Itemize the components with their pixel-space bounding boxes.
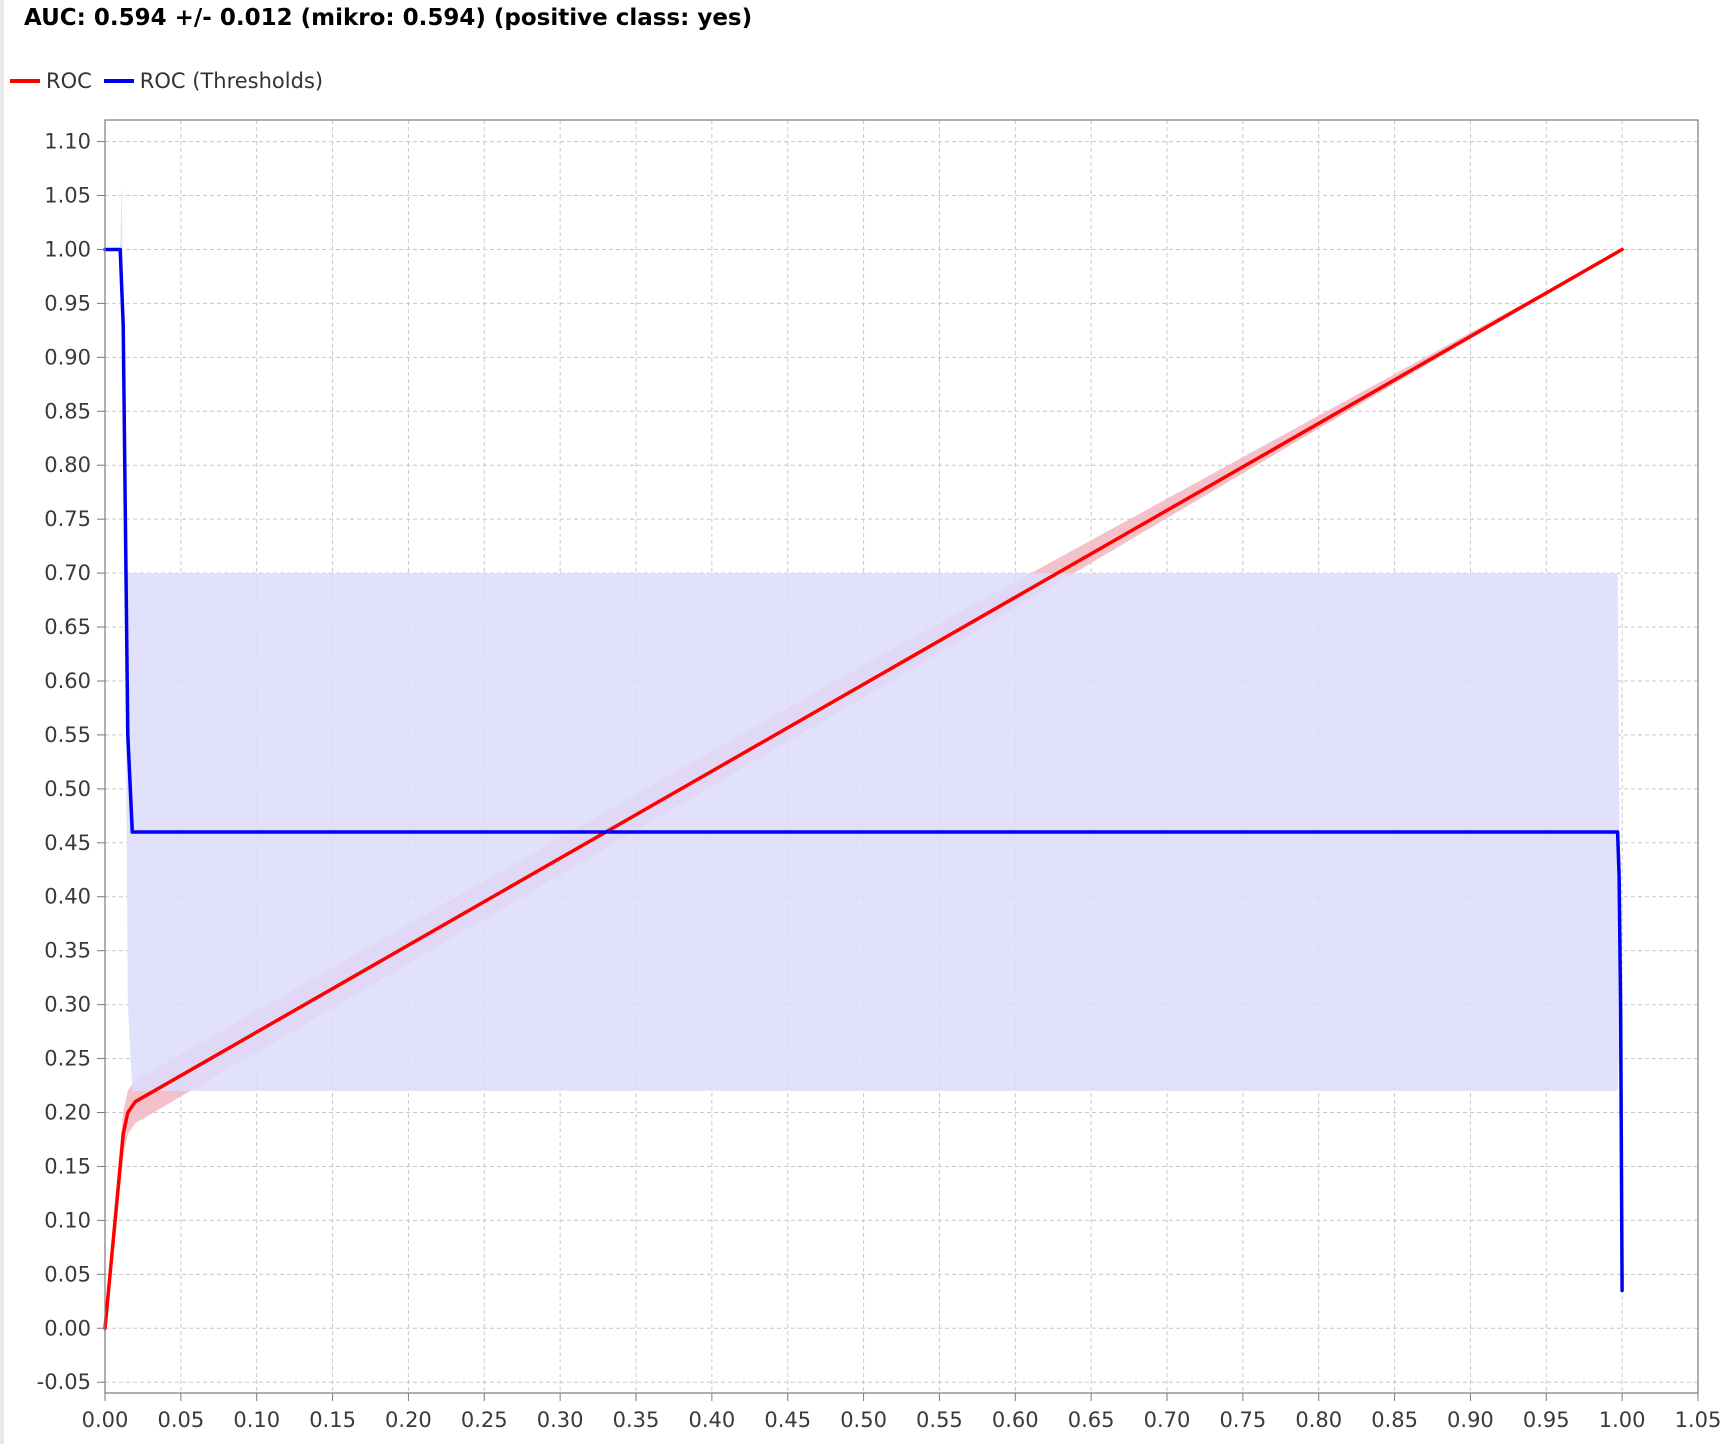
y-tick-label: 0.05	[44, 1262, 91, 1286]
legend-swatch-roc-thresholds	[103, 79, 134, 83]
series-line-roc-thresholds	[103, 247, 1624, 1293]
x-tick-label: 0.00	[82, 1408, 129, 1432]
x-tick-label: 0.50	[840, 1408, 887, 1432]
x-tick-label: 0.90	[1447, 1408, 1494, 1432]
x-tick-label: 0.80	[1295, 1408, 1342, 1432]
y-tick-label: 0.30	[44, 993, 91, 1017]
legend-swatch-roc	[10, 79, 40, 83]
x-tick-label: 1.00	[1599, 1408, 1646, 1432]
legend: ROC ROC (Thresholds)	[10, 66, 323, 96]
y-tick-label: 0.35	[44, 939, 91, 963]
x-tick-label: 0.30	[537, 1408, 584, 1432]
series-line-roc	[103, 247, 1624, 1331]
y-tick-label: 0.40	[44, 885, 91, 909]
y-tick-label: 0.60	[44, 669, 91, 693]
y-tick-label: 0.45	[44, 831, 91, 855]
x-tick-label: 0.40	[688, 1408, 735, 1432]
y-tick-label: 0.55	[44, 723, 91, 747]
y-tick-label: 0.90	[44, 345, 91, 369]
y-tick-label: -0.05	[37, 1370, 91, 1394]
y-tick-label: 0.80	[44, 453, 91, 477]
x-tick-label: 0.25	[461, 1408, 508, 1432]
confidence-band-roc-thresholds	[120, 184, 1623, 1291]
y-tick-label: 0.25	[44, 1047, 91, 1071]
legend-item-roc: ROC	[10, 69, 92, 93]
x-tick-label: 0.15	[309, 1408, 356, 1432]
y-tick-label: 0.70	[44, 561, 91, 585]
y-tick-label: 0.95	[44, 291, 91, 315]
x-tick-label: 0.70	[1144, 1408, 1191, 1432]
y-tick-label: 1.00	[44, 237, 91, 261]
y-tick-label: 0.10	[44, 1208, 91, 1232]
y-tick-label: 0.00	[44, 1316, 91, 1340]
x-tick-label: 1.05	[1675, 1408, 1722, 1432]
plot-border	[104, 119, 1699, 1394]
legend-item-roc-thresholds: ROC (Thresholds)	[103, 69, 324, 93]
left-edge-strip	[0, 0, 4, 1444]
x-tick-label: 0.95	[1523, 1408, 1570, 1432]
y-tick-label: 0.15	[44, 1154, 91, 1178]
y-tick-label: 0.75	[44, 507, 91, 531]
legend-label-roc: ROC	[46, 69, 92, 93]
x-tick-label: 0.05	[157, 1408, 204, 1432]
x-tick-label: 0.60	[992, 1408, 1039, 1432]
legend-label-roc-thresholds: ROC (Thresholds)	[139, 69, 324, 93]
y-tick-label: 1.10	[44, 130, 91, 154]
y-tick-label: 1.05	[44, 184, 91, 208]
y-tick-label: 0.65	[44, 615, 91, 639]
x-tick-label: 0.55	[916, 1408, 963, 1432]
x-tick-label: 0.35	[613, 1408, 660, 1432]
x-tick-label: 0.10	[233, 1408, 280, 1432]
y-tick-label: 0.20	[44, 1101, 91, 1125]
chart-title: AUC: 0.594 +/- 0.012 (mikro: 0.594) (pos…	[24, 5, 753, 31]
x-tick-label: 0.45	[764, 1408, 811, 1432]
x-tick-label: 0.85	[1371, 1408, 1418, 1432]
x-tick-label: 0.65	[1068, 1408, 1115, 1432]
x-tick-label: 0.20	[385, 1408, 432, 1432]
y-tick-label: 0.85	[44, 399, 91, 423]
y-tick-label: 0.50	[44, 777, 91, 801]
x-tick-label: 0.75	[1219, 1408, 1266, 1432]
